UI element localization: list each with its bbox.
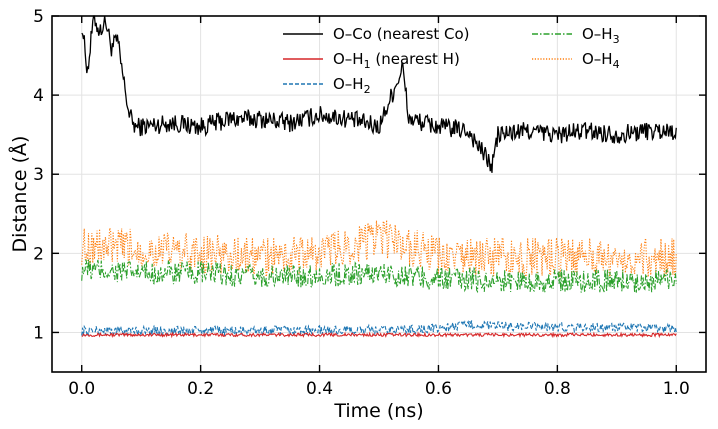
x-tick-label: 0.4 xyxy=(306,379,333,399)
series-line-5 xyxy=(81,219,677,278)
legend-label: O–Co (nearest Co) xyxy=(333,25,470,43)
y-axis-label: Distance (Å) xyxy=(8,136,31,253)
series-layer xyxy=(81,15,677,339)
series-line-2 xyxy=(81,331,677,339)
y-tick-label: 4 xyxy=(33,86,44,106)
legend: O–Co (nearest Co) O–H1 (nearest H) O–H2 O–H… xyxy=(283,25,620,96)
legend-label: O–H1 (nearest H) xyxy=(333,50,460,71)
y-tick-label: 5 xyxy=(33,7,44,27)
axis-ticks: 0.0 0.2 0.4 0.6 0.8 1.0 1 2 3 4 5 xyxy=(33,7,706,399)
x-tick-label: 0.6 xyxy=(425,379,452,399)
x-tick-label: 0.8 xyxy=(544,379,571,399)
x-tick-label: 1.0 xyxy=(663,379,690,399)
x-tick-label: 0.0 xyxy=(68,379,95,399)
y-tick-label: 2 xyxy=(33,244,44,264)
x-axis-label: Time (ns) xyxy=(333,400,423,422)
y-tick-label: 3 xyxy=(33,165,44,185)
y-tick-label: 1 xyxy=(33,323,44,343)
legend-label: O–H4 xyxy=(582,50,620,71)
series-line-1 xyxy=(81,15,677,173)
legend-label: O–H3 xyxy=(582,25,620,46)
plot-frame xyxy=(51,15,707,373)
legend-label: O–H2 xyxy=(333,75,371,96)
series-line-4 xyxy=(81,259,677,294)
series-line-3 xyxy=(81,318,677,337)
x-tick-label: 0.2 xyxy=(187,379,214,399)
